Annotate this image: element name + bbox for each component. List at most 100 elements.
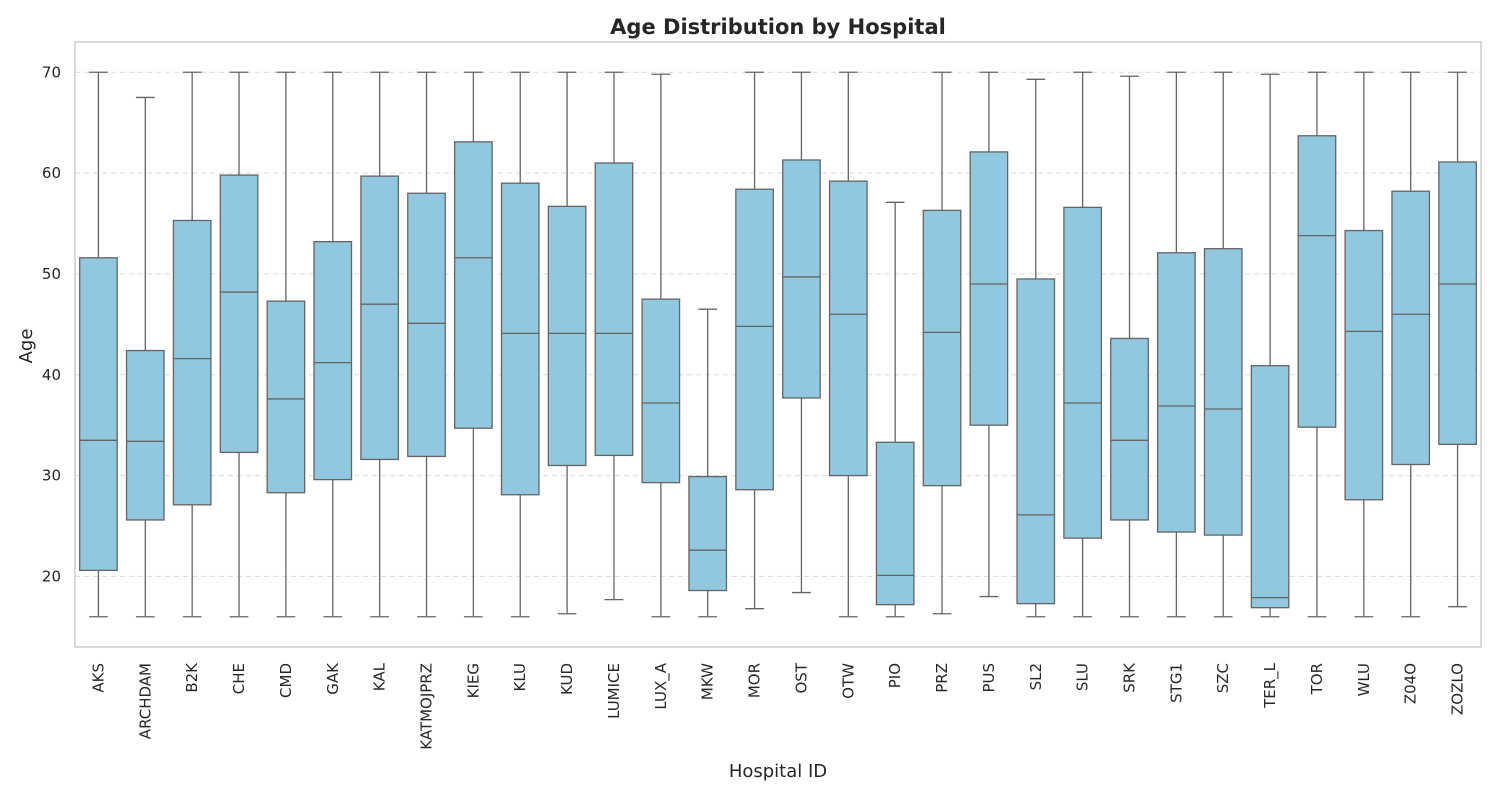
- box-CMD: [266, 71, 306, 618]
- y-tick-label: 60: [42, 164, 61, 182]
- x-tick-label: PIO: [886, 663, 904, 688]
- x-tick-label: LUX_A: [652, 662, 671, 709]
- box-KIEG: [453, 71, 493, 618]
- iqr-box: [641, 298, 681, 484]
- iqr-box: [219, 174, 259, 454]
- iqr-box: [1344, 229, 1384, 501]
- chart-title: Age Distribution by Hospital: [610, 15, 946, 39]
- x-tick-label: OST: [792, 662, 810, 693]
- box-TER_L: [1250, 73, 1290, 618]
- iqr-box: [313, 240, 353, 481]
- iqr-box: [969, 151, 1009, 426]
- x-tick-label: GAK: [324, 662, 342, 695]
- box-B2K: [172, 71, 212, 618]
- iqr-box: [1110, 337, 1149, 521]
- box-SLU: [1063, 71, 1103, 618]
- box-Z04O: [1391, 71, 1431, 618]
- box-AKS: [79, 71, 118, 618]
- x-tick-label: SL2: [1027, 663, 1045, 690]
- x-tick-label: LUMICE: [605, 663, 623, 719]
- box-LUX_A: [641, 73, 681, 618]
- iqr-box: [1391, 190, 1431, 466]
- x-tick-label: ARCHDAM: [136, 663, 154, 739]
- x-tick-label: PRZ: [933, 663, 951, 693]
- plot-frame: [74, 41, 1482, 648]
- y-tick-label: 50: [42, 265, 61, 283]
- y-tick-label: 30: [42, 467, 61, 485]
- box-PRZ: [922, 71, 962, 615]
- iqr-box: [1016, 278, 1056, 605]
- x-tick-label: KAL: [371, 662, 389, 691]
- iqr-box: [828, 180, 868, 477]
- iqr-box: [1438, 161, 1477, 445]
- x-tick-label: MKW: [699, 663, 717, 700]
- box-KLU: [500, 71, 540, 618]
- box-SL2: [1016, 78, 1056, 618]
- iqr-box: [922, 209, 962, 487]
- iqr-box: [500, 182, 540, 496]
- x-axis-ticks: AKS ARCHDAM B2K CHE CMD GAK KAL KATMOJPRZ KIEG KL…: [89, 662, 1466, 750]
- x-tick-label: ZOZLO: [1449, 663, 1467, 715]
- iqr-box: [172, 219, 212, 506]
- box-MOR: [735, 71, 774, 610]
- iqr-box: [1297, 135, 1337, 428]
- iqr-box: [453, 141, 493, 429]
- iqr-box: [125, 349, 165, 521]
- y-tick-label: 20: [42, 567, 61, 585]
- box-OST: [782, 71, 821, 594]
- x-tick-label: SLU: [1074, 663, 1092, 691]
- x-axis-label: Hospital ID: [729, 761, 827, 782]
- box-GAK: [313, 71, 353, 618]
- iqr-box: [407, 192, 446, 458]
- x-tick-label: B2K: [183, 662, 201, 693]
- box-OTW: [828, 71, 868, 618]
- x-tick-label: CHE: [230, 663, 248, 694]
- x-tick-label: PUS: [980, 663, 998, 693]
- iqr-box: [594, 162, 634, 457]
- x-tick-label: Z04O: [1402, 663, 1420, 704]
- iqr-box: [782, 159, 821, 399]
- iqr-box: [1203, 248, 1243, 536]
- box-SRK: [1110, 75, 1149, 618]
- box-PIO: [875, 201, 915, 618]
- iqr-box: [360, 175, 400, 461]
- iqr-box: [735, 188, 774, 491]
- box-ZOZLO: [1438, 71, 1477, 608]
- x-tick-label: MOR: [746, 663, 764, 698]
- box-SZC: [1203, 71, 1243, 618]
- iqr-box: [688, 475, 728, 592]
- x-tick-label: TOR: [1308, 663, 1326, 695]
- box-TOR: [1297, 71, 1337, 618]
- x-tick-label: STG1: [1167, 663, 1185, 703]
- x-tick-label: WLU: [1355, 663, 1373, 696]
- x-tick-label: KIEG: [464, 663, 482, 698]
- x-tick-label: KLU: [511, 663, 529, 691]
- box-KATMOJPRZ: [407, 71, 446, 618]
- x-tick-label: AKS: [89, 663, 107, 693]
- iqr-box: [547, 205, 587, 467]
- y-axis-label: Age: [16, 329, 37, 364]
- iqr-box: [79, 257, 118, 572]
- x-tick-label: CMD: [277, 663, 295, 698]
- iqr-box: [266, 300, 306, 494]
- x-tick-label: KATMOJPRZ: [418, 663, 436, 750]
- x-tick-label: TER_L: [1261, 662, 1280, 709]
- iqr-box: [1063, 206, 1103, 539]
- y-axis-ticks: 20 30 40 50 60 70: [42, 63, 61, 585]
- iqr-box: [1156, 252, 1196, 533]
- box-KUD: [547, 71, 587, 615]
- box-MKW: [688, 308, 728, 618]
- x-tick-label: OTW: [839, 663, 857, 699]
- box-series: [79, 71, 1477, 618]
- box-ARCHDAM: [125, 96, 165, 618]
- x-tick-label: SRK: [1121, 662, 1139, 693]
- box-CHE: [219, 71, 259, 618]
- iqr-box: [875, 441, 915, 606]
- box-PUS: [969, 71, 1009, 598]
- grid-lines: [75, 71, 1481, 577]
- box-LUMICE: [594, 71, 634, 601]
- x-tick-label: SZC: [1214, 663, 1232, 693]
- box-WLU: [1344, 71, 1384, 618]
- x-tick-label: KUD: [558, 663, 576, 695]
